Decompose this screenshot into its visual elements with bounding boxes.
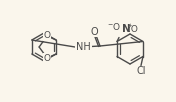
Text: N: N: [122, 23, 131, 33]
Text: O: O: [44, 54, 51, 63]
Text: $^{-}$O: $^{-}$O: [107, 21, 121, 32]
Text: O: O: [44, 32, 51, 40]
Text: NH: NH: [76, 42, 91, 52]
Text: Cl: Cl: [136, 67, 146, 76]
Text: O: O: [90, 27, 98, 37]
Text: $^{+}$: $^{+}$: [127, 22, 133, 31]
Text: :O: :O: [127, 24, 137, 33]
